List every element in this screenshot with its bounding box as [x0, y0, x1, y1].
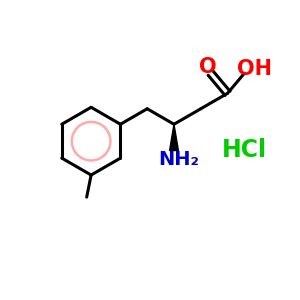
Text: O: O: [199, 57, 217, 77]
Polygon shape: [169, 124, 178, 151]
Text: OH: OH: [237, 59, 272, 79]
Text: NH₂: NH₂: [158, 150, 199, 170]
Text: HCl: HCl: [222, 138, 267, 162]
